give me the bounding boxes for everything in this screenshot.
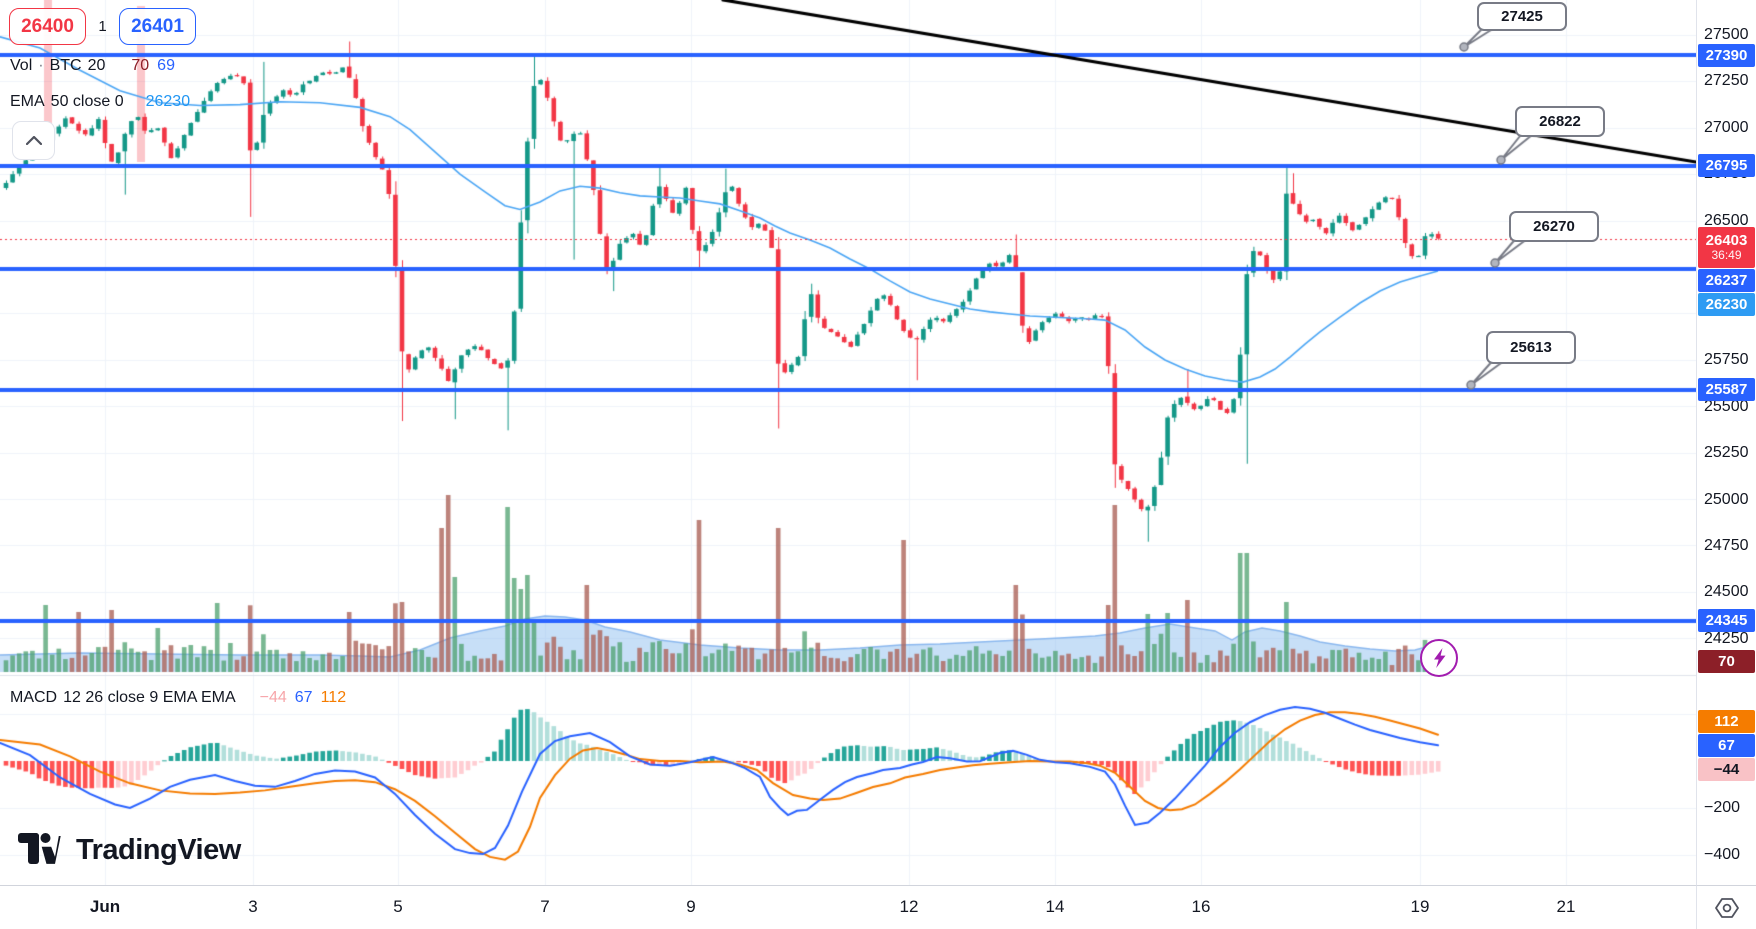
flash-trade-button[interactable] [1420, 639, 1458, 677]
price-badge: 24345 [1698, 609, 1755, 632]
price-callout-label[interactable]: 26822 [1515, 106, 1605, 137]
price-badge: 112 [1698, 710, 1755, 733]
tradingview-logo[interactable]: TradingView [18, 833, 241, 867]
legend-collapse-button[interactable] [12, 121, 55, 160]
volume-ma-value: 69 [157, 57, 175, 74]
ema-params: 50 close 0 [50, 93, 124, 110]
tradingview-logo-icon [18, 833, 61, 864]
price-axis-label: 25500 [1704, 398, 1749, 415]
price-axis[interactable]: 2750027250270002675026500257502550025250… [1696, 0, 1756, 885]
price-axis-label: −200 [1704, 799, 1741, 816]
time-axis-label: 16 [1191, 897, 1211, 916]
price-badge: 67 [1698, 734, 1755, 757]
separator-dot: · [38, 57, 44, 74]
price-badge: 26230 [1698, 293, 1755, 316]
price-badge: 26237 [1698, 269, 1755, 292]
price-badge: 26795 [1698, 154, 1755, 177]
price-axis-label: 25000 [1704, 491, 1749, 508]
ema-value: 26230 [145, 93, 191, 110]
price-badge: −44 [1698, 758, 1755, 781]
price-badge: 25587 [1698, 378, 1755, 401]
chart-canvas[interactable] [0, 0, 1696, 885]
quote-buttons: 26400 1 26401 [9, 8, 196, 45]
time-axis-label: 19 [1410, 897, 1430, 916]
price-callout-label[interactable]: 25613 [1486, 331, 1576, 364]
price-callout-label[interactable]: 27425 [1477, 2, 1567, 31]
price-axis-label: 24500 [1704, 583, 1749, 600]
spread-value: 1 [98, 18, 107, 35]
price-badge: 26403 36:49 [1698, 227, 1755, 268]
price-axis-label: 27250 [1704, 72, 1749, 89]
price-axis-label: 26500 [1704, 212, 1749, 229]
volume-symbol: BTC [49, 57, 82, 74]
time-axis-label: 3 [248, 897, 258, 916]
macd-signal-value: 112 [320, 689, 347, 706]
price-axis-label: 24250 [1704, 630, 1749, 647]
volume-title: Vol [10, 57, 33, 74]
time-axis-label: 14 [1045, 897, 1065, 916]
macd-params: 12 26 close 9 EMA EMA [63, 689, 236, 706]
ema-legend[interactable]: EMA 50 close 0 26230 [10, 93, 190, 111]
volume-param: 20 [87, 57, 106, 74]
price-axis-label: 25750 [1704, 351, 1749, 368]
ema-title: EMA [10, 93, 45, 110]
time-axis-label: 21 [1556, 897, 1576, 916]
settings-icon [1715, 898, 1739, 918]
volume-legend[interactable]: Vol · BTC 20 70 69 [10, 57, 175, 75]
macd-hist-value: −44 [259, 689, 287, 706]
tradingview-wordmark: TradingView [76, 833, 241, 866]
price-callout-label[interactable]: 26270 [1509, 211, 1599, 242]
axis-settings-corner[interactable] [1696, 885, 1756, 929]
price-axis-label: −400 [1704, 846, 1741, 863]
price-axis-label: 27000 [1704, 119, 1749, 136]
macd-legend[interactable]: MACD 12 26 close 9 EMA EMA −44 67 112 [10, 689, 346, 707]
time-axis[interactable]: Jun 3 5 7 9 12 14 16 19 21 [0, 885, 1756, 929]
time-axis-label: 9 [686, 897, 696, 916]
price-axis-label: 24750 [1704, 537, 1749, 554]
sell-button[interactable]: 26400 [9, 8, 86, 45]
volume-value: 70 [131, 57, 150, 74]
lightning-icon [1433, 648, 1445, 668]
price-axis-label: 27500 [1704, 26, 1749, 43]
time-axis-label: 12 [899, 897, 919, 916]
chevron-up-icon [25, 136, 42, 145]
time-axis-label: 5 [393, 897, 403, 916]
price-axis-label: 25250 [1704, 444, 1749, 461]
time-axis-label: Jun [89, 897, 121, 916]
buy-button[interactable]: 26401 [119, 8, 196, 45]
price-badge: 70 [1698, 650, 1755, 673]
price-badge: 27390 [1698, 44, 1755, 67]
macd-title: MACD [10, 689, 58, 706]
macd-line-value: 67 [294, 689, 313, 706]
time-axis-label: 7 [540, 897, 550, 916]
